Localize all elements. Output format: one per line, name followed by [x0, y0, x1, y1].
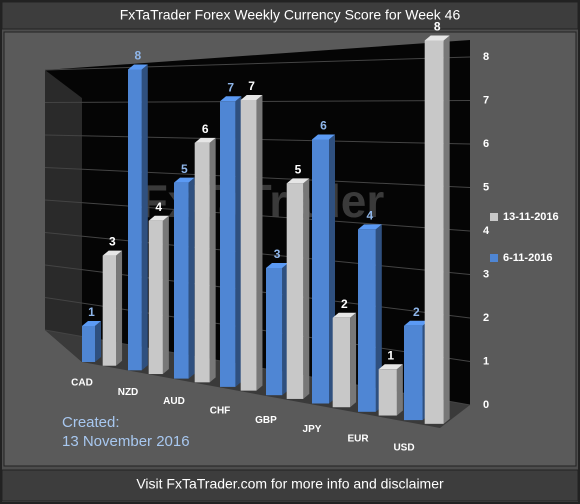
data-label: 2 [413, 305, 420, 319]
legend-swatch [490, 213, 498, 221]
bar-side [256, 94, 263, 391]
bar-side [116, 250, 123, 366]
bar-top [220, 96, 242, 102]
bar-top [286, 178, 310, 184]
x-tick-label: GBP [255, 415, 277, 426]
bar [358, 229, 376, 412]
bar-side [443, 35, 450, 424]
data-label: 6 [320, 119, 327, 133]
bar-top [424, 35, 450, 41]
x-tick-label: USD [393, 443, 414, 454]
bar-side [235, 96, 242, 387]
y-tick-label: 1 [483, 355, 489, 367]
y-tick-label: 0 [483, 399, 489, 411]
bar [174, 182, 189, 379]
legend-label: 13-11-2016 [503, 211, 559, 223]
bar [148, 220, 163, 375]
bar-side [95, 321, 101, 362]
y-tick-label: 2 [483, 312, 489, 324]
bar [266, 268, 283, 396]
bar [424, 40, 444, 424]
data-label: 7 [227, 80, 234, 94]
bar-side [350, 312, 357, 408]
x-tick-label: EUR [347, 433, 369, 444]
bar [312, 139, 329, 404]
bar-side [188, 177, 195, 379]
bar [220, 101, 236, 387]
data-label: 8 [434, 20, 441, 34]
bar-top [102, 250, 123, 256]
data-label: 5 [295, 163, 302, 177]
bar-top [266, 263, 289, 268]
y-tick-label: 7 [483, 94, 489, 106]
data-label: 5 [181, 162, 188, 176]
bar-top [174, 177, 195, 183]
bar [404, 325, 423, 421]
bar [82, 326, 95, 362]
x-tick-label: NZD [118, 387, 139, 398]
data-label: 2 [341, 297, 348, 311]
bar-top [194, 137, 216, 143]
x-tick-label: CHF [210, 406, 231, 417]
data-label: 4 [155, 200, 162, 214]
created-date: 13 November 2016 [62, 433, 190, 450]
bar-side [141, 64, 148, 371]
grid-line [44, 56, 471, 71]
bar-side [375, 224, 382, 412]
bar-side [396, 364, 403, 416]
left-wall [45, 70, 82, 362]
data-label: 4 [367, 209, 374, 223]
data-label: 1 [88, 305, 95, 319]
y-tick-label: 5 [483, 181, 489, 193]
bar [128, 69, 142, 371]
y-tick-label: 4 [483, 225, 490, 237]
y-tick-label: 8 [483, 51, 489, 63]
data-label: 3 [109, 235, 116, 249]
bar [378, 369, 397, 416]
data-label: 3 [274, 247, 281, 261]
x-tick-label: CAD [71, 378, 93, 389]
bar [102, 255, 117, 366]
footer-bar [1, 469, 579, 502]
bar-top [312, 134, 335, 140]
data-label: 6 [202, 122, 209, 136]
bar-top [148, 215, 169, 221]
y-tick-label: 3 [483, 268, 489, 280]
y-tick-label: 6 [483, 138, 489, 150]
x-tick-label: JPY [303, 424, 322, 435]
x-tick-label: AUD [163, 396, 185, 407]
chart-title: FxTaTrader Forex Weekly Currency Score f… [120, 7, 461, 23]
bar-top [240, 94, 263, 100]
title-bar [1, 1, 579, 30]
bar [194, 142, 210, 383]
bar-top [82, 321, 101, 326]
bar-side [209, 137, 216, 383]
bar-top [378, 364, 403, 370]
footer: Visit FxTaTrader.com for more info and d… [136, 476, 444, 492]
bar-top [404, 320, 429, 326]
bar-side [303, 178, 310, 399]
bar [286, 183, 304, 399]
bar [240, 99, 257, 391]
bar-top [358, 224, 382, 230]
bar [332, 317, 351, 408]
bar-top [128, 64, 148, 70]
created-label: Created: [62, 414, 120, 431]
bar-side [162, 215, 169, 375]
legend-label: 6-11-2016 [503, 252, 553, 264]
data-label: 8 [135, 49, 142, 63]
data-label: 1 [387, 348, 394, 362]
data-label: 7 [248, 79, 255, 93]
legend-swatch [490, 254, 498, 262]
bar-top [332, 312, 357, 318]
